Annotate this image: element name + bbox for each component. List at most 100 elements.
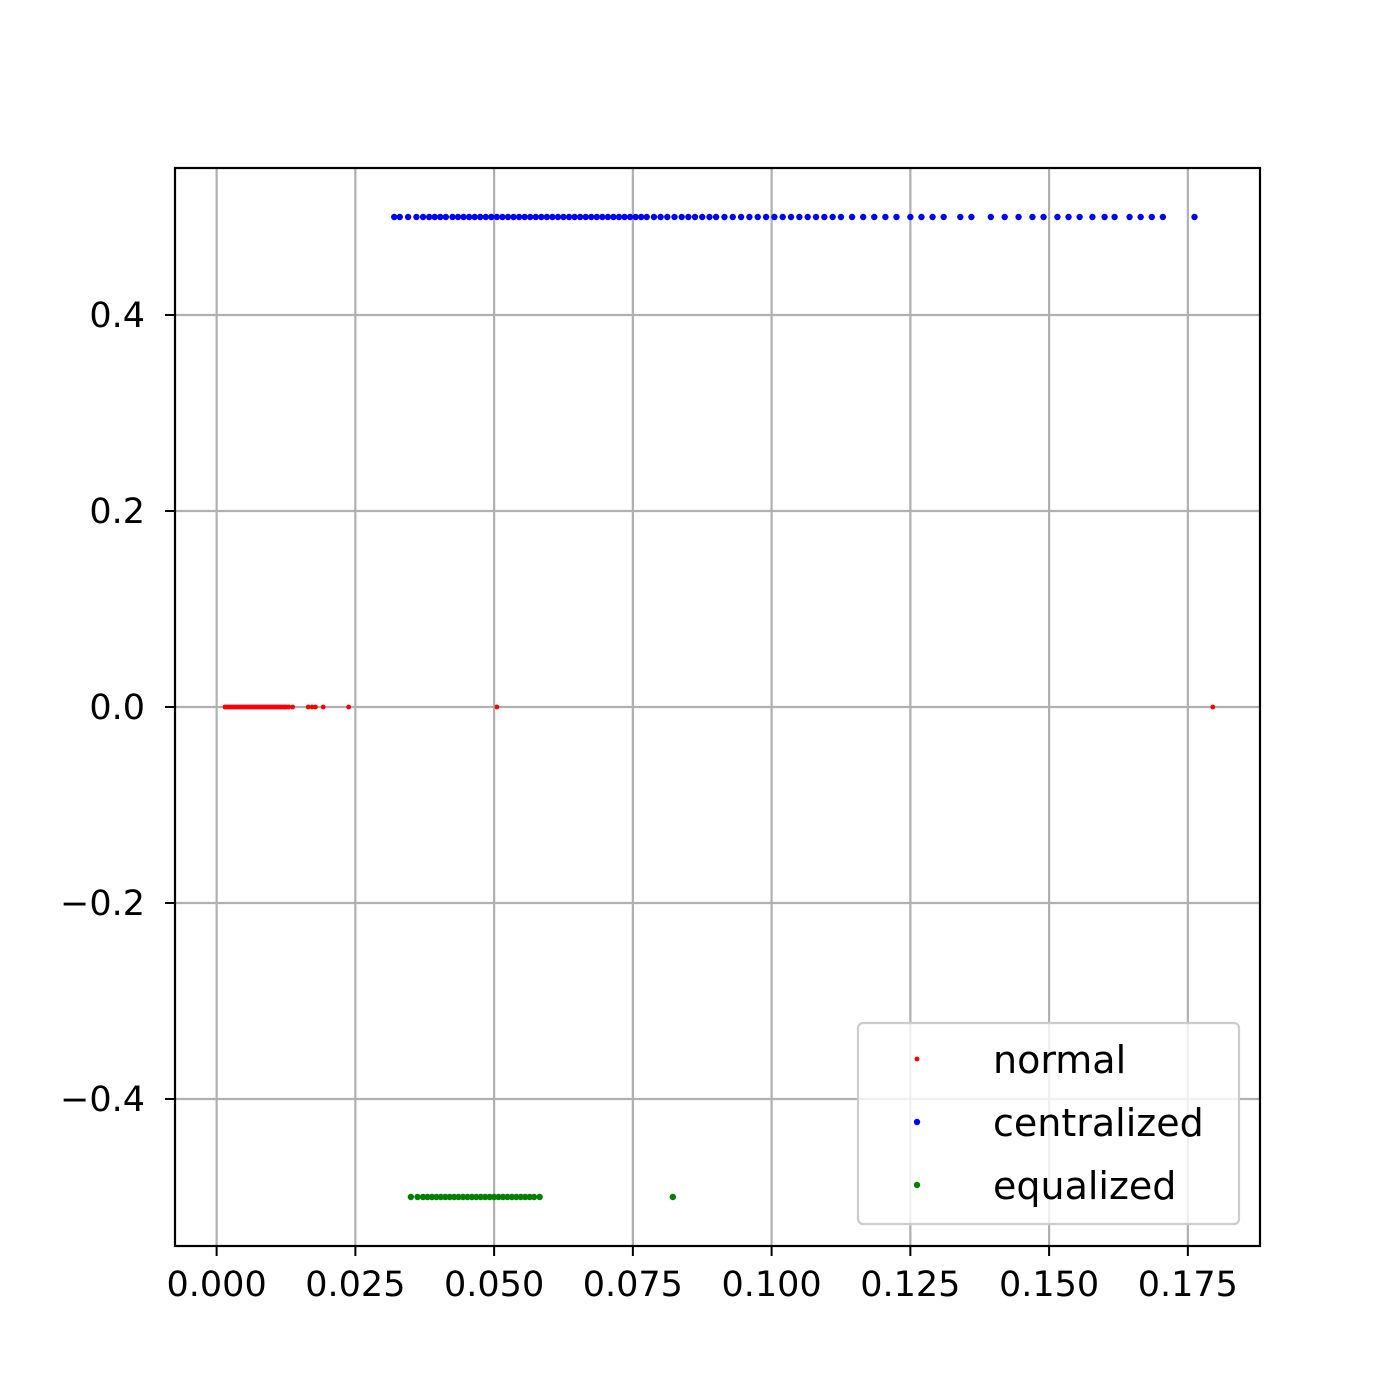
equalized-point bbox=[513, 1193, 520, 1201]
centralized-point bbox=[538, 213, 545, 221]
equalized-point bbox=[419, 1193, 427, 1201]
plot-area-frame bbox=[173, 166, 1262, 1248]
equalized-point bbox=[486, 1193, 493, 1201]
centralized-point bbox=[510, 213, 517, 221]
centralized-point bbox=[593, 213, 600, 221]
equalized-point bbox=[446, 1193, 453, 1201]
centralized-point bbox=[543, 213, 551, 221]
equalized-point bbox=[504, 1193, 511, 1201]
centralized-point bbox=[746, 213, 753, 221]
centralized-point bbox=[657, 213, 664, 221]
centralized-point bbox=[762, 213, 770, 221]
centralized-point bbox=[626, 213, 634, 221]
centralized-point bbox=[599, 213, 606, 221]
centralized-point bbox=[560, 213, 567, 221]
centralized-point bbox=[576, 213, 584, 221]
equalized-point bbox=[428, 1193, 436, 1201]
centralized-point bbox=[829, 213, 836, 221]
x-tick-label: 0.100 bbox=[722, 1265, 822, 1305]
centralized-point bbox=[1015, 213, 1022, 221]
centralized-point bbox=[404, 213, 412, 221]
centralized-point bbox=[549, 213, 556, 221]
legend-box bbox=[856, 1021, 1241, 1226]
centralized-point bbox=[1148, 213, 1155, 221]
centralized-point bbox=[604, 213, 612, 221]
centralized-point bbox=[804, 213, 811, 221]
equalized-point bbox=[437, 1193, 445, 1201]
equalized-point bbox=[517, 1193, 524, 1201]
centralized-point bbox=[650, 213, 658, 221]
centralized-point bbox=[643, 213, 650, 221]
y-tick-label: 0.2 bbox=[89, 492, 145, 532]
y-tick-label: −0.2 bbox=[60, 884, 145, 924]
centralized-point bbox=[754, 213, 761, 221]
centralized-point bbox=[987, 213, 995, 221]
centralized-point bbox=[882, 213, 889, 221]
centralized-point bbox=[918, 213, 925, 221]
centralized-point bbox=[929, 213, 936, 221]
centralized-point bbox=[449, 213, 456, 221]
centralized-point bbox=[1101, 213, 1108, 221]
centralized-point bbox=[1089, 213, 1096, 221]
x-tick-label: 0.150 bbox=[999, 1265, 1099, 1305]
normal-point bbox=[313, 704, 318, 710]
centralized-point bbox=[1065, 213, 1072, 221]
centralized-point bbox=[419, 213, 427, 221]
centralized-point bbox=[796, 213, 803, 221]
equalized-point bbox=[536, 1193, 543, 1201]
centralized-point bbox=[691, 213, 699, 221]
x-tick-label: 0.025 bbox=[305, 1265, 405, 1305]
equalized-point bbox=[490, 1193, 498, 1201]
equalized-point bbox=[424, 1193, 431, 1201]
centralized-point bbox=[588, 213, 595, 221]
y-tick-label: 0.0 bbox=[89, 688, 145, 728]
centralized-point bbox=[721, 213, 728, 221]
centralized-point bbox=[615, 213, 623, 221]
equalized-point bbox=[450, 1193, 458, 1201]
centralized-point bbox=[1076, 213, 1083, 221]
equalized-point bbox=[499, 1193, 507, 1201]
centralized-point bbox=[396, 213, 403, 221]
series-normal bbox=[222, 704, 1216, 710]
legend-label-equalized: equalized bbox=[993, 1164, 1176, 1208]
centralized-point bbox=[632, 213, 639, 221]
x-tick-label: 0.000 bbox=[167, 1265, 267, 1305]
normal-point bbox=[320, 704, 326, 710]
centralized-point bbox=[571, 213, 578, 221]
equalized-point bbox=[407, 1193, 415, 1201]
equalized-point bbox=[455, 1193, 462, 1201]
centralized-point bbox=[1029, 213, 1036, 221]
y-tick-label: 0.4 bbox=[89, 296, 145, 336]
equalized-point bbox=[477, 1193, 484, 1201]
centralized-point bbox=[837, 213, 845, 221]
centralized-point bbox=[582, 213, 589, 221]
centralized-point bbox=[712, 213, 720, 221]
equalized-point bbox=[526, 1193, 533, 1201]
series-centralized bbox=[391, 213, 1198, 221]
centralized-point bbox=[1001, 213, 1008, 221]
normal-point bbox=[309, 704, 315, 710]
centralized-point bbox=[431, 213, 438, 221]
equalized-point bbox=[669, 1193, 677, 1201]
equalized-point bbox=[473, 1193, 480, 1201]
centralized-point bbox=[477, 213, 484, 221]
centralized-point bbox=[1126, 213, 1133, 221]
centralized-point bbox=[1159, 213, 1167, 221]
centralized-point bbox=[1040, 213, 1047, 221]
centralized-point bbox=[871, 213, 878, 221]
centralized-point bbox=[637, 213, 645, 221]
x-tick-label: 0.175 bbox=[1138, 1265, 1238, 1305]
x-tick-label: 0.125 bbox=[860, 1265, 960, 1305]
centralized-point bbox=[610, 213, 617, 221]
equalized-point bbox=[433, 1193, 440, 1201]
centralized-point bbox=[893, 213, 900, 221]
normal-point bbox=[305, 704, 311, 710]
centralized-point bbox=[488, 213, 495, 221]
centralized-point bbox=[940, 213, 947, 221]
equalized-point bbox=[459, 1193, 467, 1201]
centralized-point bbox=[504, 213, 512, 221]
normal-point bbox=[286, 704, 292, 710]
axis-ticks bbox=[165, 314, 1189, 1256]
normal-point bbox=[494, 704, 500, 710]
